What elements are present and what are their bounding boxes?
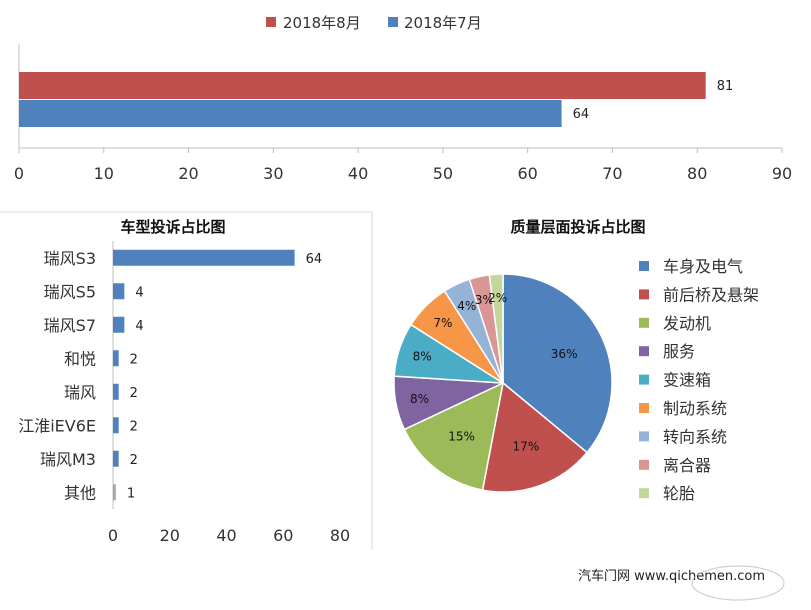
model-bar-value-label: 64: [306, 252, 323, 267]
model-bar: [113, 249, 295, 266]
pie-legend-label: 变速箱: [663, 371, 711, 390]
model-bar-value-label: 2: [130, 386, 138, 401]
model-bar: [113, 283, 125, 300]
model-bar-value-label: 4: [135, 319, 143, 334]
pie-slice-label: 7%: [433, 316, 452, 330]
top-x-tick-label: 70: [602, 164, 622, 183]
pie-slice-label: 15%: [448, 429, 475, 443]
pie-slices: 36% 17% 15% 8% 8% 7% 4%3%2%: [393, 273, 613, 493]
pie-legend-label: 服务: [663, 342, 695, 361]
model-bar-value-label: 2: [130, 352, 138, 367]
bar-jul-value-label: 64: [573, 107, 590, 122]
top-chart-x-ticks: 0 10 20 30 40 50 60 70 80 90: [14, 148, 792, 183]
watermark-text: 汽车门网 www.qichemen.com: [578, 568, 765, 584]
pie-chart-title: 质量层面投诉占比图: [510, 218, 645, 236]
model-bar-value-label: 2: [130, 453, 138, 468]
left-x-tick-label: 40: [216, 526, 236, 545]
legend-swatch-aug: [266, 17, 276, 27]
pie-legend-swatch: [639, 488, 649, 499]
pie-slice-label: 8%: [413, 350, 432, 364]
top-x-tick-label: 10: [94, 164, 114, 183]
pie-legend-label: 制动系统: [663, 399, 727, 418]
legend-label-aug: 2018年8月: [283, 14, 361, 32]
left-x-tick-label: 0: [108, 526, 118, 545]
pie-legend-swatch: [639, 261, 649, 271]
model-bar-value-label: 1: [127, 486, 135, 501]
model-category-label: 瑞风M3: [40, 450, 96, 469]
top-legend: 2018年8月 2018年7月: [266, 14, 482, 32]
top-x-tick-label: 40: [348, 164, 368, 183]
pie-legend-swatch: [639, 431, 649, 442]
pie-legend-swatch: [639, 459, 649, 470]
bar-aug-value-label: 81: [717, 79, 734, 94]
model-bar: [113, 350, 119, 367]
top-x-tick-label: 30: [263, 164, 283, 183]
model-complaints-chart: 车型投诉占比图 64 瑞风S3 4 瑞风S5 4 瑞风S7 2 和悦 2 瑞风 2 江淮iEV6E 2 瑞…: [0, 211, 373, 550]
model-category-label: 和悦: [64, 349, 96, 368]
pie-slice: [481, 381, 589, 493]
model-bar-value-label: 2: [130, 419, 138, 434]
quality-complaints-pie-chart: 质量层面投诉占比图 36% 17% 15% 8% 8% 7% 4%3%2% 车身及电气前后桥…: [393, 218, 759, 503]
top-x-tick-label: 20: [178, 164, 198, 183]
pie-legend-label: 离合器: [663, 456, 711, 475]
bar-aug: [19, 72, 706, 99]
pie-legend-label: 轮胎: [663, 484, 695, 503]
top-x-tick-label: 80: [687, 164, 707, 183]
bar-jul: [19, 100, 562, 127]
top-x-tick-label: 0: [14, 164, 24, 183]
pie-slice-label: 8%: [410, 392, 429, 406]
model-category-label: 江淮iEV6E: [18, 416, 96, 435]
pie-slice-label: 36%: [551, 347, 578, 361]
pie-slice: [403, 381, 505, 491]
model-bar: [113, 484, 116, 501]
top-x-tick-label: 60: [517, 164, 537, 183]
legend-label-jul: 2018年7月: [404, 14, 482, 32]
model-category-label: 瑞风S5: [44, 282, 96, 301]
pie-legend-label: 前后桥及悬架: [663, 285, 759, 304]
pie-slice: [502, 273, 613, 454]
model-bar: [113, 316, 125, 333]
pie-legend-swatch: [639, 346, 649, 357]
model-bar: [113, 450, 119, 467]
pie-slice: [488, 273, 504, 384]
model-category-label: 瑞风: [64, 383, 96, 402]
pie-slice-label: 4%: [457, 299, 476, 313]
pie-slice-label: 2%: [488, 291, 507, 305]
left-x-tick-label: 80: [330, 526, 350, 545]
pie-legend-label: 发动机: [663, 314, 711, 333]
model-category-label: 瑞风S7: [44, 316, 96, 335]
left-chart-bars: 64 瑞风S3 4 瑞风S5 4 瑞风S7 2 和悦 2 瑞风 2 江淮iEV6E 2 瑞风M3 1 其他 0 2…: [18, 249, 350, 545]
pie-legend-label: 车身及电气: [663, 257, 743, 276]
pie-legend-swatch: [639, 403, 649, 413]
top-x-tick-label: 50: [433, 164, 453, 183]
model-bar: [113, 383, 119, 400]
model-bar-value-label: 4: [135, 285, 143, 300]
monthly-complaints-chart: 2018年8月 2018年7月 81 64 0 10 20 30 40 50 60 70 80 9…: [14, 14, 792, 183]
pie-legend-swatch: [639, 289, 649, 300]
top-x-tick-label: 90: [772, 164, 792, 183]
watermark-logo: [691, 565, 785, 601]
model-bar: [113, 417, 119, 434]
pie-slice-label: 3%: [475, 293, 494, 307]
pie-legend-swatch: [639, 317, 649, 328]
pie-slice-label: 17%: [513, 440, 540, 454]
model-category-label: 瑞风S3: [44, 249, 96, 268]
legend-swatch-jul: [388, 17, 398, 27]
pie-legend-swatch: [639, 374, 649, 385]
left-chart-title: 车型投诉占比图: [120, 218, 225, 236]
pie-legend-label: 转向系统: [663, 427, 727, 446]
left-x-tick-label: 20: [160, 526, 180, 545]
model-category-label: 其他: [64, 483, 96, 502]
left-x-tick-label: 60: [273, 526, 293, 545]
